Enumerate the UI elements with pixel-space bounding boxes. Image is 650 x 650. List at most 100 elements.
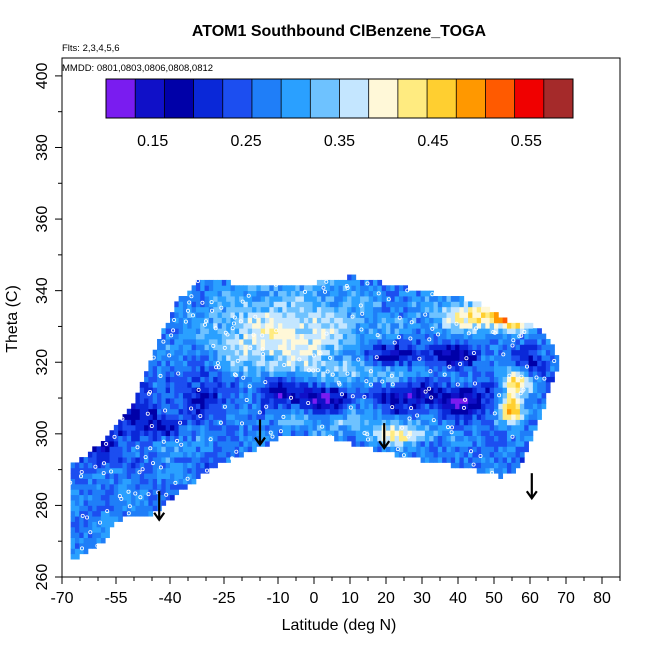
heatmap-cell: [204, 279, 210, 286]
heatmap-cell: [148, 462, 154, 469]
heatmap-cell: [321, 333, 326, 340]
heatmap-cell: [247, 398, 253, 404]
heatmap-cell: [247, 365, 253, 372]
sample-point: [396, 335, 401, 340]
heatmap-cell: [208, 387, 214, 394]
heatmap-cell: [200, 338, 205, 345]
heatmap-cell: [100, 505, 106, 512]
heatmap-cell: [70, 462, 76, 469]
heatmap-cell: [105, 510, 110, 517]
heatmap-cell: [515, 403, 521, 410]
heatmap-cell: [442, 322, 447, 329]
heatmap-cell: [446, 387, 452, 394]
heatmap-cell: [420, 306, 426, 313]
heatmap-cell: [485, 398, 491, 404]
heatmap-cell: [152, 387, 158, 394]
heatmap-cell: [411, 451, 417, 458]
heatmap-cell: [161, 489, 167, 496]
heatmap-cell: [96, 537, 102, 544]
heatmap-cell: [489, 430, 495, 437]
heatmap-cell: [498, 424, 504, 431]
heatmap-cell: [528, 398, 534, 404]
heatmap-cell: [481, 322, 486, 329]
heatmap-cell: [472, 317, 478, 324]
heatmap-cell: [355, 328, 361, 335]
heatmap-cell: [368, 398, 374, 404]
heatmap-cell: [234, 344, 240, 351]
heatmap-cell: [144, 457, 149, 463]
heatmap-cell: [234, 408, 240, 415]
heatmap-cell: [221, 392, 227, 399]
heatmap-cell: [433, 371, 439, 377]
heatmap-cell: [243, 387, 249, 394]
heatmap-cell: [135, 392, 141, 399]
heatmap-cell: [74, 510, 80, 517]
heatmap-cell: [191, 333, 197, 340]
heatmap-cell: [191, 306, 197, 313]
heatmap-cell: [221, 387, 227, 394]
sample-point: [233, 373, 238, 378]
heatmap-cell: [113, 510, 119, 517]
heatmap-cell: [472, 419, 478, 426]
heatmap-cell: [87, 505, 93, 512]
heatmap-cell: [299, 301, 305, 308]
heatmap-cell: [265, 360, 270, 367]
heatmap-cell: [256, 349, 262, 356]
heatmap-cell: [204, 376, 210, 383]
heatmap-cell: [152, 419, 158, 426]
heatmap-cell: [416, 371, 421, 377]
heatmap-cell: [373, 376, 378, 383]
sample-point: [248, 345, 253, 350]
heatmap-cell: [191, 462, 197, 469]
heatmap-cell: [195, 285, 201, 292]
heatmap-cell: [537, 328, 542, 335]
sample-point: [510, 434, 515, 439]
heatmap-cell: [303, 414, 309, 420]
heatmap-cell: [208, 435, 214, 442]
heatmap-cell: [100, 510, 106, 517]
heatmap-cell: [394, 430, 400, 437]
heatmap-cell: [230, 408, 236, 415]
heatmap-cell: [455, 365, 460, 372]
heatmap-cell: [170, 494, 175, 501]
heatmap-cell: [377, 446, 383, 453]
heatmap-cell: [200, 376, 205, 383]
heatmap-cell: [113, 457, 119, 463]
heatmap-cell: [170, 349, 175, 356]
heatmap-cell: [191, 322, 197, 329]
heatmap-cell: [105, 516, 110, 522]
heatmap-cell: [498, 414, 504, 420]
heatmap-cell: [381, 301, 387, 308]
heatmap-cell: [135, 419, 141, 426]
heatmap-cell: [386, 349, 391, 356]
heatmap-cell: [394, 424, 400, 431]
heatmap-cell: [468, 360, 473, 367]
heatmap-cell: [165, 467, 171, 474]
heatmap-cell: [152, 430, 158, 437]
heatmap-cell: [355, 376, 361, 383]
heatmap-cell: [429, 403, 434, 410]
arrow-head: [153, 512, 166, 522]
heatmap-cell: [96, 446, 102, 453]
heatmap-cell: [485, 392, 491, 399]
heatmap-cell: [416, 355, 421, 361]
heatmap-cell: [191, 349, 197, 356]
heatmap-cell: [195, 473, 201, 479]
heatmap-cell: [347, 296, 352, 302]
heatmap-cell: [316, 365, 322, 372]
heatmap-cell: [420, 457, 426, 463]
heatmap-cell: [316, 376, 322, 383]
sample-point: [324, 331, 329, 336]
heatmap-cell: [429, 440, 434, 447]
heatmap-cell: [381, 392, 387, 399]
heatmap-cell: [420, 446, 426, 453]
heatmap-cell: [217, 296, 223, 302]
heatmap-cell: [420, 440, 426, 447]
heatmap-cell: [265, 312, 270, 318]
heatmap-cell: [459, 333, 465, 340]
y-tick-label: 380: [34, 134, 51, 161]
sample-point: [501, 352, 506, 357]
heatmap-cell: [269, 424, 275, 431]
heatmap-cell: [463, 440, 469, 447]
heatmap-cell: [144, 440, 149, 447]
